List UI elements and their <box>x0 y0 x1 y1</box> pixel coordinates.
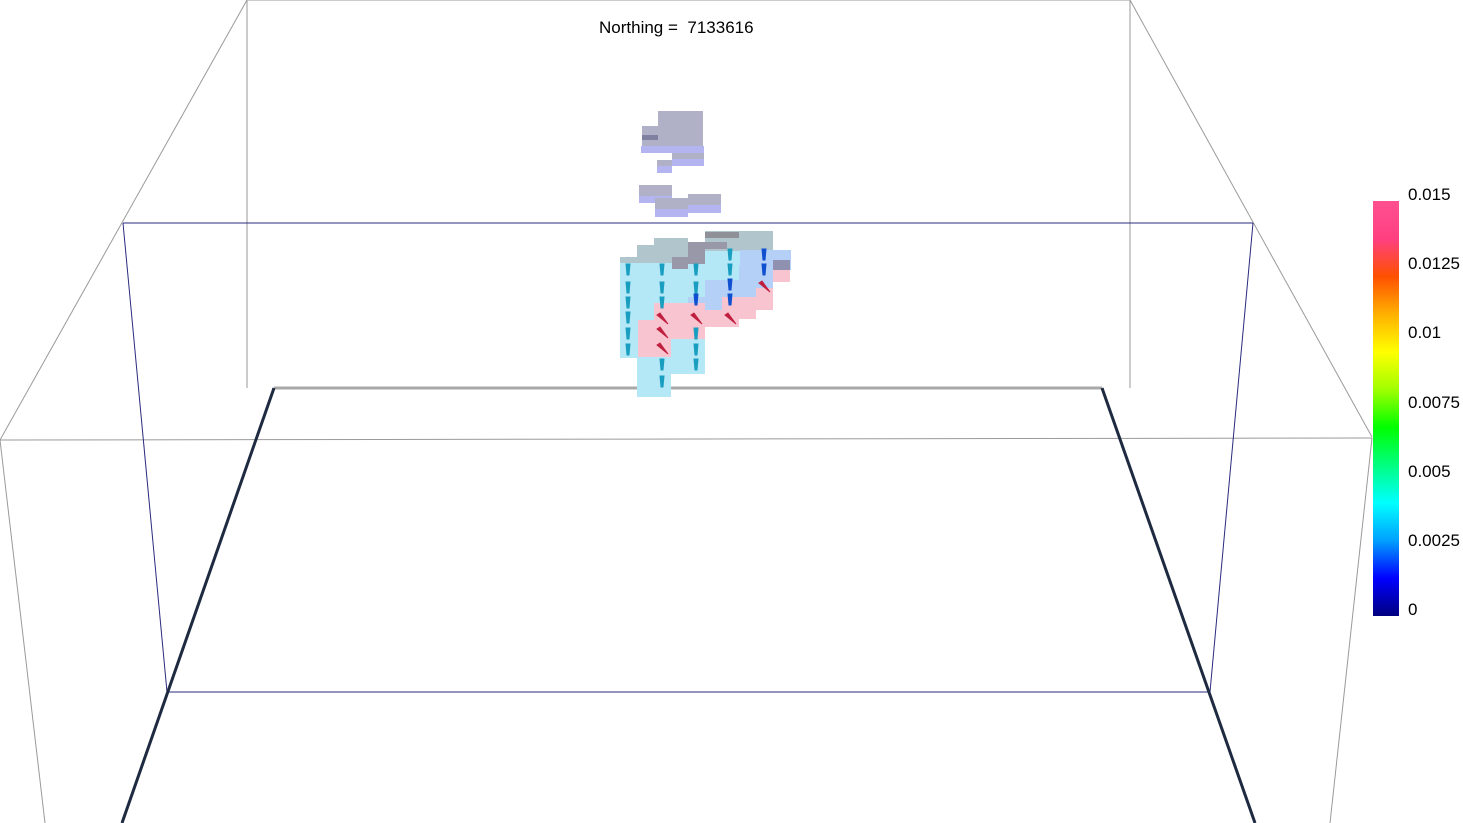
colorbar-tick-label: 0.0075 <box>1408 392 1460 412</box>
colorbar <box>1373 201 1399 616</box>
model-cell <box>655 209 688 217</box>
title-label: Northing = <box>599 18 678 37</box>
model-cell <box>773 260 790 270</box>
vector-arrow-icon <box>724 312 737 325</box>
vector-arrow-icon <box>625 311 631 324</box>
colorbar-tick-label: 0.005 <box>1408 461 1451 481</box>
colorbar-tick-label: 0.015 <box>1408 185 1451 204</box>
vector-arrow-icon <box>625 296 631 309</box>
section-plane-frame <box>122 222 1254 693</box>
model-cell <box>672 257 688 269</box>
model-cell <box>620 257 637 263</box>
vector-arrow-icon <box>625 263 631 276</box>
vector-arrow-icon <box>727 248 733 261</box>
title-value: 7133616 <box>687 18 754 37</box>
model-cell <box>655 198 688 209</box>
model-cell <box>773 270 790 282</box>
vector-arrow-icon <box>690 312 703 325</box>
model-cell <box>657 166 672 173</box>
model-cell <box>672 153 704 159</box>
model-cell <box>688 242 705 264</box>
plot-title: Northing = 7133616 <box>599 18 754 38</box>
model-cell <box>657 160 672 166</box>
model-cell <box>642 126 703 146</box>
model-cell <box>688 205 721 213</box>
floor-side-edges <box>120 387 1257 823</box>
vector-arrow-icon <box>656 312 669 325</box>
vector-arrow-icon <box>693 358 699 371</box>
model-cell <box>705 242 727 249</box>
outer-box-frame <box>0 0 1373 823</box>
vector-arrow-icon <box>761 263 767 276</box>
vector-arrow-icon <box>758 280 771 293</box>
vector-arrow-icon <box>625 281 631 294</box>
vector-arrows <box>625 248 771 388</box>
model-cell <box>672 159 704 166</box>
vector-arrow-icon <box>625 327 631 340</box>
vector-arrow-icon <box>693 327 699 340</box>
vector-arrow-icon <box>693 293 699 306</box>
vector-arrow-icon <box>727 263 733 276</box>
model-cell <box>637 355 671 397</box>
colorbar-tick-label: 0 <box>1408 600 1418 619</box>
vector-arrow-icon <box>659 281 665 294</box>
vector-arrow-icon <box>693 263 699 276</box>
model-cell <box>641 146 704 153</box>
model-cells <box>620 111 791 397</box>
colorbar-tick-label: 0.0025 <box>1408 530 1460 550</box>
vector-arrow-icon <box>625 343 631 356</box>
model-cell <box>705 232 739 238</box>
vector-arrow-icon <box>659 263 665 276</box>
model-cell <box>639 185 672 196</box>
vector-arrow-icon <box>659 296 665 309</box>
vector-arrow-icon <box>693 281 699 294</box>
colorbar-tick-label: 0.0125 <box>1408 254 1460 274</box>
vector-arrow-icon <box>656 326 669 339</box>
colorbar-tick-label: 0.01 <box>1408 323 1442 343</box>
vector-arrow-icon <box>727 278 733 291</box>
vector-arrow-icon <box>659 375 665 388</box>
vector-arrow-icon <box>656 342 669 355</box>
vector-arrow-icon <box>761 248 767 261</box>
model-cell <box>688 194 721 205</box>
model-cell <box>756 288 773 310</box>
vector-arrow-icon <box>727 293 733 306</box>
vector-arrow-icon <box>659 358 665 371</box>
vector-arrow-icon <box>693 343 699 356</box>
model-cell <box>642 135 658 140</box>
